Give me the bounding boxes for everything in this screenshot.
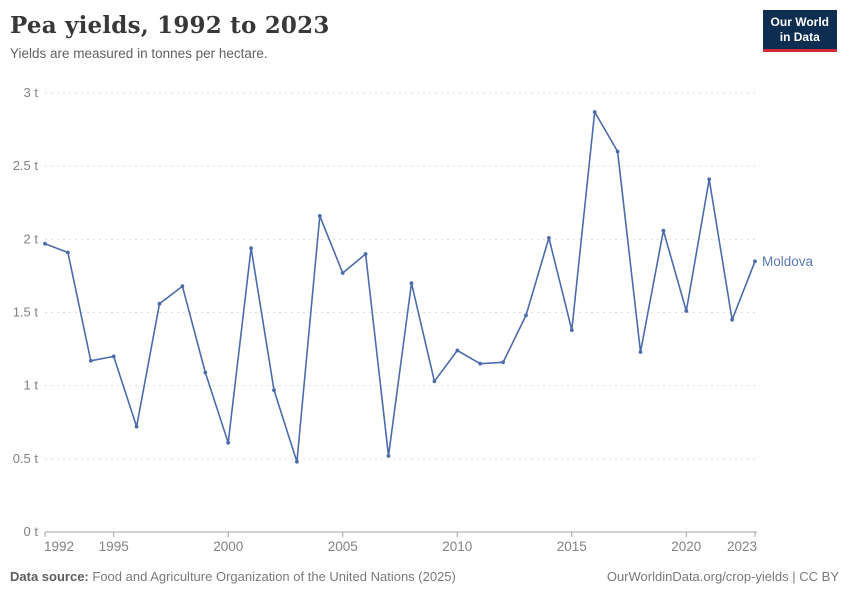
- data-point-marker: [638, 350, 643, 354]
- data-source-note: Data source: Food and Agriculture Organi…: [10, 569, 456, 584]
- chart-subtitle: Yields are measured in tonnes per hectar…: [10, 46, 268, 61]
- data-point-marker: [547, 236, 551, 240]
- owid-logo-line1: Our World: [770, 15, 829, 29]
- x-axis: 1992 1995 2000 2005 2010 2015 2020 2023: [44, 532, 757, 554]
- x-tick-label: 2005: [328, 539, 358, 554]
- data-point-marker: [66, 250, 70, 255]
- owid-logo[interactable]: Our World in Data: [762, 10, 837, 52]
- y-tick-label: 1 t: [24, 378, 39, 393]
- data-point-marker: [249, 246, 254, 251]
- data-point-marker: [592, 110, 597, 114]
- data-source-text: Food and Agriculture Organization of the…: [92, 569, 456, 584]
- data-point-marker: [272, 388, 276, 392]
- y-tick-label: 1.5 t: [13, 305, 39, 320]
- data-source-label: Data source:: [10, 569, 89, 584]
- data-point-marker: [409, 281, 414, 286]
- data-point-marker: [478, 361, 483, 366]
- y-tick-label: 3 t: [24, 85, 39, 100]
- y-tick-label: 0 t: [24, 524, 39, 539]
- x-tick-label: 1995: [99, 539, 129, 554]
- data-point-marker: [730, 317, 734, 322]
- data-point-marker: [363, 252, 368, 256]
- x-tick-label: 2015: [557, 539, 587, 554]
- data-point-marker: [203, 370, 208, 375]
- data-point-marker: [524, 313, 528, 318]
- data-point-marker: [317, 214, 322, 218]
- data-point-marker: [295, 459, 299, 464]
- data-point-marker: [134, 424, 139, 429]
- owid-logo-line2: in Data: [779, 30, 820, 44]
- data-point-marker: [111, 354, 116, 359]
- x-tick-label: 2000: [213, 539, 243, 554]
- entity-label[interactable]: Moldova: [762, 254, 814, 269]
- data-point-marker: [43, 241, 47, 246]
- data-point-marker: [615, 149, 620, 154]
- data-point-marker: [226, 440, 231, 445]
- x-tick-label: 1992: [44, 539, 74, 554]
- data-point-marker: [501, 360, 505, 365]
- x-tick-label: 2020: [671, 539, 701, 554]
- x-tick-label: 2023: [727, 539, 757, 554]
- data-point-marker: [455, 348, 460, 353]
- data-point-marker: [432, 379, 437, 384]
- chart-header: Pea yields, 1992 to 2023 Yields are meas…: [10, 12, 730, 61]
- data-point-marker: [569, 328, 574, 332]
- series-line: [44, 111, 756, 463]
- series-moldova[interactable]: Moldova: [43, 110, 814, 464]
- data-point-marker: [157, 301, 162, 306]
- y-tick-label: 2 t: [24, 231, 39, 246]
- data-point-marker: [88, 358, 93, 363]
- data-point-marker: [753, 259, 757, 264]
- data-point-marker: [661, 228, 666, 233]
- data-point-marker: [340, 271, 345, 275]
- chart-title: Pea yields, 1992 to 2023: [10, 12, 330, 39]
- chart-footer: Data source: Food and Agriculture Organi…: [10, 569, 839, 584]
- owid-citation-link[interactable]: OurWorldinData.org/crop-yields | CC BY: [606, 569, 839, 584]
- data-point-marker: [386, 454, 391, 458]
- y-tick-label: 0.5 t: [13, 451, 39, 466]
- data-point-marker: [180, 284, 185, 289]
- data-point-marker: [684, 309, 689, 313]
- y-gridlines: 0 t 0.5 t 1 t 1.5 t 2 t 2.5 t 3 t: [13, 85, 757, 539]
- data-point-marker: [707, 177, 712, 182]
- y-tick-label: 2.5 t: [13, 158, 39, 173]
- x-tick-label: 2010: [442, 539, 472, 554]
